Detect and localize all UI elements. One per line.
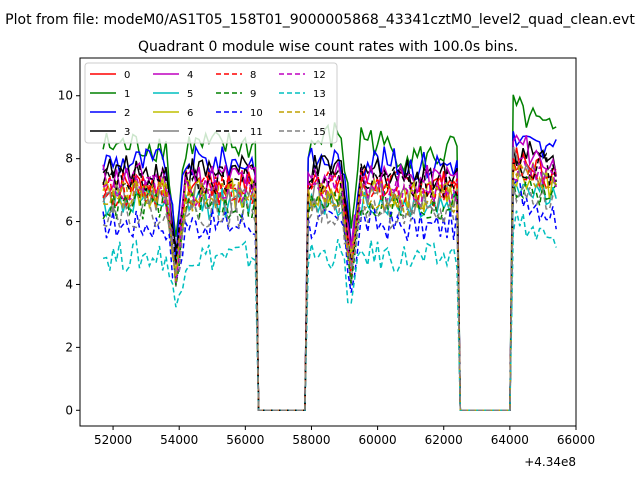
legend-label: 7 (187, 127, 193, 138)
legend-label: 1 (124, 89, 130, 100)
x-tick-label: 52000 (94, 433, 132, 447)
legend-label: 8 (250, 70, 256, 81)
x-tick-label: 54000 (160, 433, 198, 447)
legend-label: 15 (313, 127, 326, 138)
y-tick-label: 10 (58, 89, 73, 103)
chart-title: Quadrant 0 module wise count rates with … (138, 39, 518, 55)
y-tick-label: 4 (65, 277, 73, 291)
legend-label: 4 (187, 70, 193, 81)
legend-item-8: 8 (216, 70, 256, 81)
legend-label: 0 (124, 70, 130, 81)
x-tick-label: 64000 (491, 433, 529, 447)
x-tick-label: 56000 (226, 433, 264, 447)
y-tick-label: 0 (65, 403, 73, 417)
y-tick-label: 8 (65, 152, 73, 166)
x-tick-label: 62000 (425, 433, 463, 447)
x-tick-label: 58000 (292, 433, 330, 447)
plot-frame (79, 57, 577, 427)
legend-item-5: 5 (153, 89, 193, 100)
legend-item-14: 14 (279, 108, 326, 119)
y-tick-label: 6 (65, 215, 73, 229)
series-line-15 (102, 184, 557, 412)
legend-label: 9 (250, 89, 256, 100)
legend-item-12: 12 (279, 70, 326, 81)
x-axis-offset-label: +4.34e8 (524, 455, 576, 469)
legend-item-4: 4 (153, 70, 193, 81)
legend-item-15: 15 (279, 127, 326, 138)
legend-label: 12 (313, 70, 326, 81)
legend-label: 11 (250, 127, 263, 138)
legend-label: 3 (124, 127, 130, 138)
legend-item-6: 6 (153, 108, 193, 119)
figure-suptitle: Plot from file: modeM0/AS1T05_158T01_900… (5, 12, 635, 28)
legend-item-2: 2 (90, 108, 130, 119)
legend-label: 13 (313, 89, 326, 100)
legend-item-3: 3 (90, 127, 130, 138)
legend-item-11: 11 (216, 127, 263, 138)
legend-frame (84, 62, 338, 144)
legend-item-7: 7 (153, 127, 193, 138)
x-tick-label: 66000 (557, 433, 595, 447)
y-axis: 0 2 4 6 8 10 (58, 89, 80, 417)
y-tick-label: 2 (65, 340, 73, 354)
x-tick-label: 60000 (359, 433, 397, 447)
legend-label: 2 (124, 108, 130, 119)
legend-item-0: 0 (90, 70, 130, 81)
x-axis: 52000 54000 56000 58000 60000 62000 64000 66000 (94, 426, 595, 447)
legend-label: 5 (187, 89, 193, 100)
legend-item-10: 10 (216, 108, 263, 119)
legend-item-1: 1 (90, 89, 130, 100)
legend-label: 6 (187, 108, 193, 119)
series-line-10 (102, 179, 557, 412)
legend-label: 14 (313, 108, 326, 119)
legend-item-9: 9 (216, 89, 256, 100)
legend-item-13: 13 (279, 89, 326, 100)
series-line-13 (102, 210, 557, 412)
legend-label: 10 (250, 108, 263, 119)
